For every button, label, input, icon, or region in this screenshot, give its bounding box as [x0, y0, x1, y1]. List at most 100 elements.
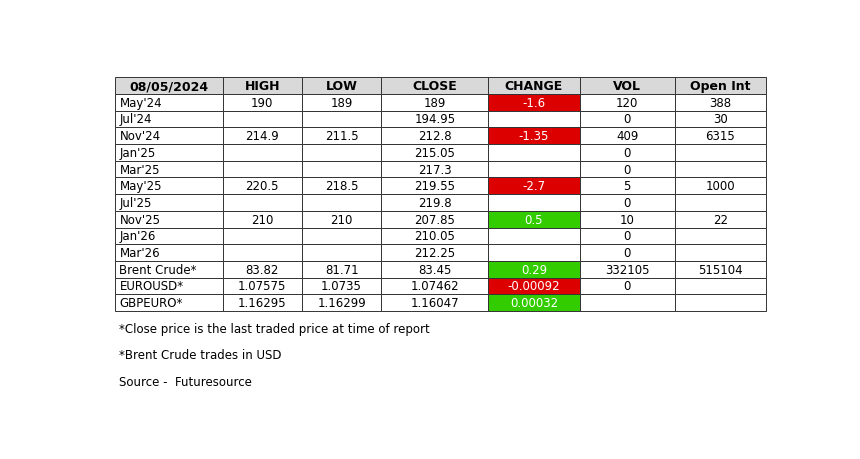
- Text: GBPEURO*: GBPEURO*: [120, 297, 183, 309]
- Text: CLOSE: CLOSE: [413, 80, 458, 93]
- Bar: [115, 145, 223, 162]
- Bar: [302, 228, 381, 245]
- Bar: [223, 162, 302, 178]
- Text: 1000: 1000: [705, 180, 735, 193]
- Text: 212.25: 212.25: [415, 246, 455, 259]
- Bar: [115, 295, 223, 311]
- Text: 210: 210: [251, 213, 273, 226]
- Text: 332105: 332105: [605, 263, 649, 276]
- Text: 1.16295: 1.16295: [238, 297, 286, 309]
- Text: 189: 189: [424, 96, 446, 110]
- Bar: [488, 178, 580, 195]
- Bar: [580, 261, 675, 278]
- Text: 120: 120: [616, 96, 638, 110]
- Text: 212.8: 212.8: [418, 130, 452, 143]
- Text: 83.45: 83.45: [418, 263, 452, 276]
- Text: LOW: LOW: [326, 80, 358, 93]
- Text: 0: 0: [624, 113, 631, 126]
- Text: -1.35: -1.35: [519, 130, 550, 143]
- Text: -1.6: -1.6: [522, 96, 545, 110]
- Text: 0.5: 0.5: [525, 213, 544, 226]
- Text: HIGH: HIGH: [244, 80, 280, 93]
- Bar: [488, 95, 580, 112]
- Bar: [580, 295, 675, 311]
- Bar: [381, 245, 488, 261]
- Bar: [302, 128, 381, 145]
- Text: 388: 388: [710, 96, 732, 110]
- Text: 0: 0: [624, 246, 631, 259]
- Bar: [488, 295, 580, 311]
- Text: 1.07462: 1.07462: [410, 280, 459, 293]
- Text: 81.71: 81.71: [325, 263, 359, 276]
- Bar: [302, 145, 381, 162]
- Bar: [488, 211, 580, 228]
- Bar: [115, 162, 223, 178]
- Text: 10: 10: [620, 213, 635, 226]
- Text: 211.5: 211.5: [325, 130, 359, 143]
- Text: 219.8: 219.8: [418, 196, 452, 209]
- Bar: [223, 261, 302, 278]
- Text: 220.5: 220.5: [245, 180, 279, 193]
- Bar: [302, 95, 381, 112]
- Bar: [381, 128, 488, 145]
- Text: Jan'25: Jan'25: [120, 146, 156, 160]
- Bar: [675, 195, 766, 211]
- Bar: [580, 178, 675, 195]
- Bar: [115, 112, 223, 128]
- Bar: [302, 162, 381, 178]
- Bar: [675, 278, 766, 295]
- Bar: [580, 211, 675, 228]
- Bar: [488, 278, 580, 295]
- Bar: [580, 78, 675, 95]
- Bar: [223, 228, 302, 245]
- Text: 217.3: 217.3: [418, 163, 452, 176]
- Bar: [488, 145, 580, 162]
- Bar: [302, 178, 381, 195]
- Bar: [115, 78, 223, 95]
- Text: 5: 5: [624, 180, 631, 193]
- Text: 218.5: 218.5: [325, 180, 359, 193]
- Text: 30: 30: [713, 113, 728, 126]
- Text: May'25: May'25: [120, 180, 162, 193]
- Bar: [115, 178, 223, 195]
- Text: *Close price is the last traded price at time of report: *Close price is the last traded price at…: [119, 322, 430, 335]
- Bar: [488, 261, 580, 278]
- Text: 0: 0: [624, 280, 631, 293]
- Bar: [223, 245, 302, 261]
- Bar: [580, 245, 675, 261]
- Text: VOL: VOL: [613, 80, 642, 93]
- Bar: [488, 162, 580, 178]
- Text: 83.82: 83.82: [246, 263, 279, 276]
- Bar: [381, 278, 488, 295]
- Bar: [115, 128, 223, 145]
- Bar: [115, 278, 223, 295]
- Bar: [580, 112, 675, 128]
- Bar: [302, 78, 381, 95]
- Text: 210: 210: [330, 213, 353, 226]
- Text: Nov'25: Nov'25: [120, 213, 161, 226]
- Bar: [580, 228, 675, 245]
- Text: 0.00032: 0.00032: [510, 297, 558, 309]
- Bar: [223, 145, 302, 162]
- Bar: [223, 78, 302, 95]
- Bar: [381, 78, 488, 95]
- Text: Jan'26: Jan'26: [120, 230, 156, 243]
- Text: 219.55: 219.55: [415, 180, 455, 193]
- Text: 1.16047: 1.16047: [410, 297, 459, 309]
- Bar: [302, 261, 381, 278]
- Text: 207.85: 207.85: [415, 213, 455, 226]
- Bar: [223, 95, 302, 112]
- Bar: [675, 228, 766, 245]
- Text: Nov'24: Nov'24: [120, 130, 161, 143]
- Text: 6315: 6315: [705, 130, 735, 143]
- Text: 0: 0: [624, 163, 631, 176]
- Bar: [223, 128, 302, 145]
- Bar: [675, 95, 766, 112]
- Text: CHANGE: CHANGE: [505, 80, 563, 93]
- Text: 1.0735: 1.0735: [321, 280, 362, 293]
- Text: 0.29: 0.29: [521, 263, 547, 276]
- Text: 515104: 515104: [698, 263, 743, 276]
- Bar: [223, 195, 302, 211]
- Text: 08/05/2024: 08/05/2024: [130, 80, 209, 93]
- Text: *Brent Crude trades in USD: *Brent Crude trades in USD: [119, 348, 281, 361]
